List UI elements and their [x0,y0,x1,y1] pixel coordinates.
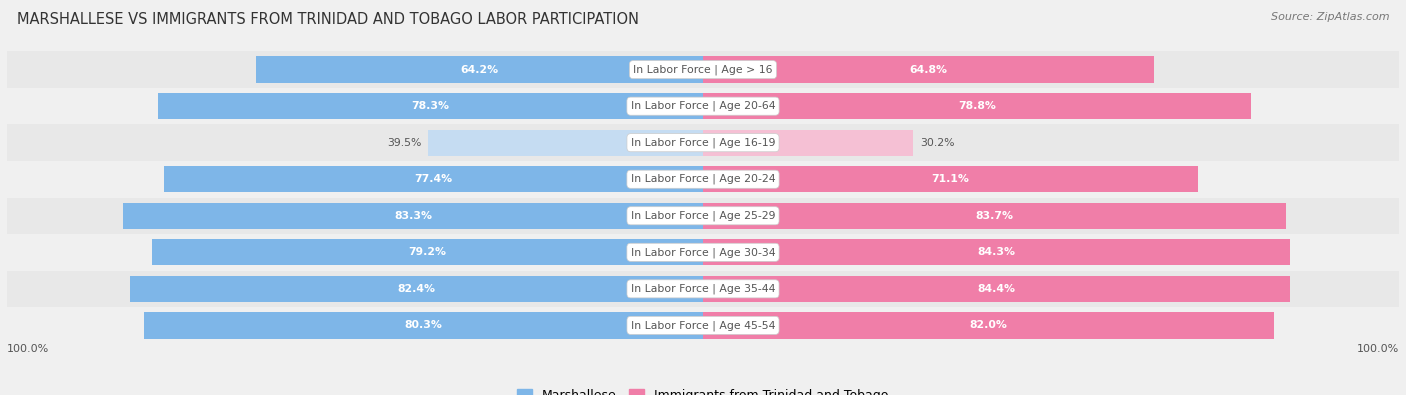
Text: 78.3%: 78.3% [412,101,450,111]
Bar [703,130,912,156]
Text: 82.4%: 82.4% [398,284,436,294]
Bar [7,198,1399,234]
Bar [703,203,1285,229]
Bar [703,166,1198,192]
Text: In Labor Force | Age 20-64: In Labor Force | Age 20-64 [631,101,775,111]
Text: In Labor Force | Age 16-19: In Labor Force | Age 16-19 [631,137,775,148]
Bar [703,276,1291,302]
Bar [129,276,703,302]
Text: In Labor Force | Age > 16: In Labor Force | Age > 16 [633,64,773,75]
Bar [7,234,1399,271]
Bar [703,239,1289,265]
Text: 71.1%: 71.1% [932,174,969,184]
Legend: Marshallese, Immigrants from Trinidad and Tobago: Marshallese, Immigrants from Trinidad an… [517,389,889,395]
Bar [7,161,1399,198]
Text: In Labor Force | Age 25-29: In Labor Force | Age 25-29 [631,211,775,221]
Bar [7,271,1399,307]
Text: 100.0%: 100.0% [7,344,49,354]
Bar [124,203,703,229]
Text: 83.7%: 83.7% [976,211,1014,221]
Text: 64.2%: 64.2% [461,65,499,75]
Bar [703,93,1251,119]
Text: 82.0%: 82.0% [969,320,1007,330]
Bar [7,51,1399,88]
Bar [157,93,703,119]
Text: MARSHALLESE VS IMMIGRANTS FROM TRINIDAD AND TOBAGO LABOR PARTICIPATION: MARSHALLESE VS IMMIGRANTS FROM TRINIDAD … [17,12,638,27]
Bar [7,307,1399,344]
Text: 83.3%: 83.3% [394,211,432,221]
Text: 84.3%: 84.3% [977,247,1015,257]
Text: 64.8%: 64.8% [910,65,948,75]
Bar [427,130,703,156]
Bar [256,56,703,83]
Bar [703,56,1154,83]
Bar [165,166,703,192]
Text: In Labor Force | Age 35-44: In Labor Force | Age 35-44 [631,284,775,294]
Text: 39.5%: 39.5% [387,138,422,148]
Text: In Labor Force | Age 20-24: In Labor Force | Age 20-24 [631,174,775,184]
Bar [7,124,1399,161]
Bar [145,312,703,339]
Text: 80.3%: 80.3% [405,320,443,330]
Text: 77.4%: 77.4% [415,174,453,184]
Text: 30.2%: 30.2% [920,138,955,148]
Text: 78.8%: 78.8% [959,101,995,111]
Text: 84.4%: 84.4% [977,284,1015,294]
Bar [152,239,703,265]
Text: In Labor Force | Age 30-34: In Labor Force | Age 30-34 [631,247,775,258]
Text: Source: ZipAtlas.com: Source: ZipAtlas.com [1271,12,1389,22]
Text: 100.0%: 100.0% [1357,344,1399,354]
Text: 79.2%: 79.2% [408,247,446,257]
Bar [7,88,1399,124]
Text: In Labor Force | Age 45-54: In Labor Force | Age 45-54 [631,320,775,331]
Bar [703,312,1274,339]
